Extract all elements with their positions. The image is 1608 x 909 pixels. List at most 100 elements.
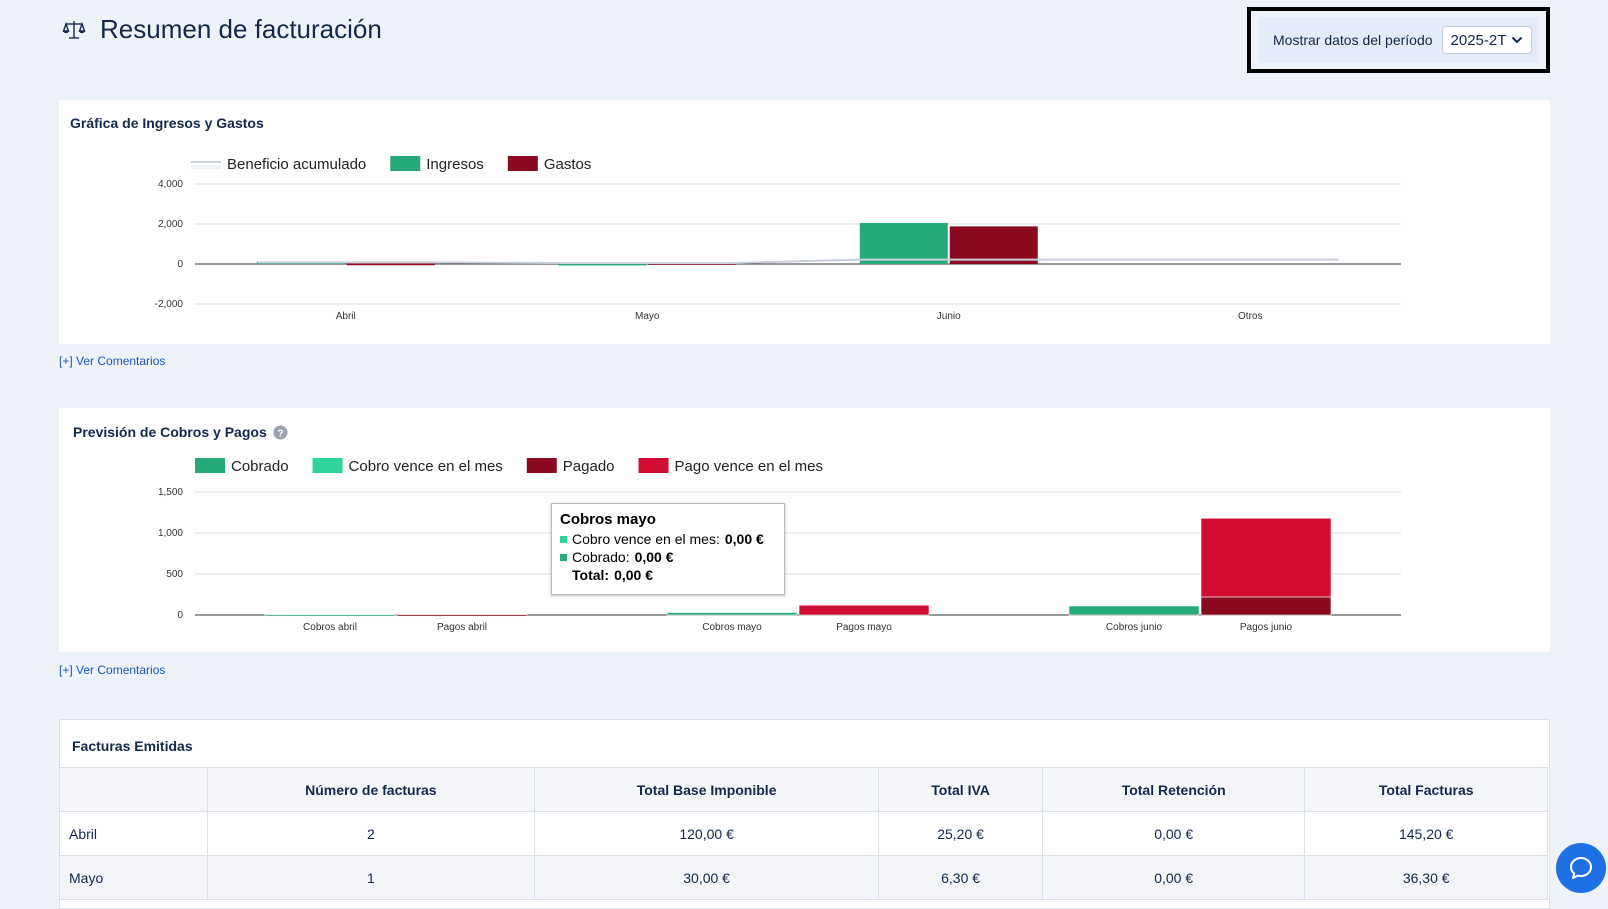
- table-cell: 0,00 €: [1041, 811, 1306, 856]
- y-tick-label: 4,000: [158, 179, 183, 190]
- legend-label: Cobro vence en el mes: [349, 458, 503, 475]
- table-cell: Abril: [59, 811, 208, 856]
- period-selected-value: 2025-2T: [1450, 31, 1507, 49]
- legend-label: Beneficio acumulado: [227, 156, 366, 173]
- tooltip-row1-label: Cobro vence en el mes:: [572, 531, 720, 547]
- y-tick-label: 0: [177, 259, 183, 270]
- tooltip-row2-value: 0,00 €: [634, 549, 674, 565]
- y-tick-label: 1,500: [158, 487, 183, 498]
- period-selector: Mostrar datos del período 2025-2T: [1259, 17, 1538, 63]
- table-cell: 6,30 €: [878, 855, 1043, 900]
- table-cell: Mayo: [59, 855, 208, 900]
- table-header: Total Base Imponible: [533, 767, 880, 812]
- x-tick-label: Pagos abril: [437, 622, 487, 633]
- legend-swatch-area: [191, 165, 221, 169]
- table-cell: 0,00 €: [1041, 855, 1306, 900]
- svg-text:?: ?: [277, 428, 283, 439]
- legend-swatch: [526, 458, 557, 473]
- income-expenses-title: Gráfica de Ingresos y Gastos: [70, 115, 264, 131]
- legend-label: Pagado: [563, 458, 615, 475]
- legend-label: Cobrado: [231, 458, 289, 475]
- issued-invoices-title: Facturas Emitidas: [72, 738, 193, 754]
- table-cell: 25,20 €: [878, 811, 1043, 856]
- legend-label: Ingresos: [426, 156, 484, 173]
- issued-invoices-table: Número de facturas Total Base Imponible …: [59, 767, 1548, 900]
- bar-gastos: [949, 226, 1038, 264]
- tooltip-row1-value: 0,00 €: [724, 531, 764, 547]
- bar-pago-vence-en-el-mes: [798, 604, 930, 616]
- period-label: Mostrar datos del período: [1273, 32, 1433, 48]
- y-tick-label: 2,000: [158, 219, 183, 230]
- legend-swatch: [191, 161, 221, 163]
- legend-label: Pago vence en el mes: [675, 458, 823, 475]
- scale-icon: [62, 20, 86, 39]
- legend-swatch: [390, 156, 421, 171]
- x-tick-label: Abril: [336, 311, 356, 322]
- collections-payments-title: Previsión de Cobros y Pagos ?: [73, 424, 288, 440]
- collections-payments-card: Previsión de Cobros y Pagos ? 1,500 1,000…: [59, 408, 1550, 652]
- income-expenses-card: Gráfica de Ingresos y Gastos 4,000 2,000 0…: [59, 100, 1550, 344]
- x-tick-label: Mayo: [635, 311, 660, 322]
- y-tick-label: 0: [177, 610, 183, 621]
- page-header: Resumen de facturación: [62, 14, 382, 45]
- tooltip-row-total: Total: 0,00 €: [560, 567, 776, 583]
- tooltip-swatch: [560, 553, 567, 561]
- table-header: Total IVA: [878, 767, 1043, 812]
- y-tick-label: -2,000: [155, 299, 184, 310]
- table-row: Mayo 1 30,00 € 6,30 € 0,00 € 36,30 €: [59, 855, 1548, 900]
- y-tick-label: 1,000: [158, 528, 183, 539]
- legend-swatch: [312, 458, 343, 473]
- table-header: Total Facturas: [1304, 767, 1548, 812]
- tooltip-row2-label: Cobrado:: [572, 549, 630, 565]
- bar-ingresos: [859, 223, 948, 264]
- collections-payments-title-text: Previsión de Cobros y Pagos: [73, 424, 267, 440]
- bar-ingresos: [558, 263, 647, 266]
- chart2-comments-link[interactable]: [+] Ver Comentarios: [59, 663, 166, 677]
- legend-swatch: [507, 156, 538, 171]
- x-tick-label: Pagos junio: [1240, 622, 1293, 633]
- income-expenses-chart: 4,000 2,000 0 -2,000 Abril Mayo Junio Otros Bene…: [155, 156, 1401, 322]
- period-selector-panel: Mostrar datos del período 2025-2T: [1247, 7, 1550, 73]
- table-cell: 36,30 €: [1304, 855, 1548, 900]
- table-cell: 2: [206, 811, 535, 856]
- page-title: Resumen de facturación: [100, 14, 382, 44]
- table-cell: 145,20 €: [1304, 811, 1548, 856]
- legend-swatch: [638, 458, 669, 473]
- tooltip-row-cobro-vence: Cobro vence en el mes: 0,00 €: [560, 531, 776, 547]
- x-tick-label: Pagos mayo: [836, 622, 892, 633]
- table-header: Número de facturas: [206, 767, 535, 812]
- x-tick-label: Junio: [937, 311, 961, 322]
- bar-cobrado: [666, 612, 798, 616]
- bar-cobrado: [264, 614, 396, 617]
- x-tick-label: Otros: [1238, 311, 1262, 322]
- tooltip-title: Cobros mayo: [560, 511, 656, 528]
- x-tick-label: Cobros abril: [303, 622, 357, 633]
- tooltip-row-cobrado: Cobrado: 0,00 €: [560, 549, 776, 565]
- issued-invoices-card: Facturas Emitidas Número de facturas Tot…: [59, 719, 1550, 909]
- table-header: Total Retención: [1041, 767, 1306, 812]
- bar-pagado: [396, 614, 528, 617]
- table-cell: 1: [206, 855, 535, 900]
- table-header-row: Número de facturas Total Base Imponible …: [59, 767, 1548, 812]
- chevron-down-icon: [1511, 36, 1522, 44]
- table-row: Abril 2 120,00 € 25,20 € 0,00 € 145,20 €: [59, 811, 1548, 856]
- x-tick-label: Cobros junio: [1106, 622, 1163, 633]
- legend-swatch: [195, 458, 225, 473]
- help-icon[interactable]: ?: [273, 424, 288, 440]
- y-tick-label: 500: [166, 569, 183, 580]
- bar-pago-vence-en-el-mes: [1200, 517, 1332, 598]
- chat-bubble-icon: [1570, 857, 1592, 879]
- tooltip-total-label: Total:: [572, 567, 610, 583]
- chart-tooltip: Cobros mayo Cobro vence en el mes: 0,00 …: [551, 503, 785, 595]
- table-cell: 120,00 €: [533, 811, 880, 856]
- bar-cobrado: [1068, 605, 1200, 616]
- bar-gastos: [346, 263, 435, 266]
- chat-button[interactable]: [1556, 843, 1606, 893]
- period-dropdown[interactable]: 2025-2T: [1441, 26, 1532, 54]
- chart1-comments-link[interactable]: [+] Ver Comentarios: [59, 354, 166, 368]
- table-header: [59, 767, 208, 812]
- bar-pagado: [1200, 596, 1332, 616]
- legend-label: Gastos: [544, 156, 592, 173]
- tooltip-total-value: 0,00 €: [614, 567, 654, 583]
- collections-payments-chart: 1,500 1,000 500 0 Cobros abril Pagos abril Cob…: [158, 458, 1401, 633]
